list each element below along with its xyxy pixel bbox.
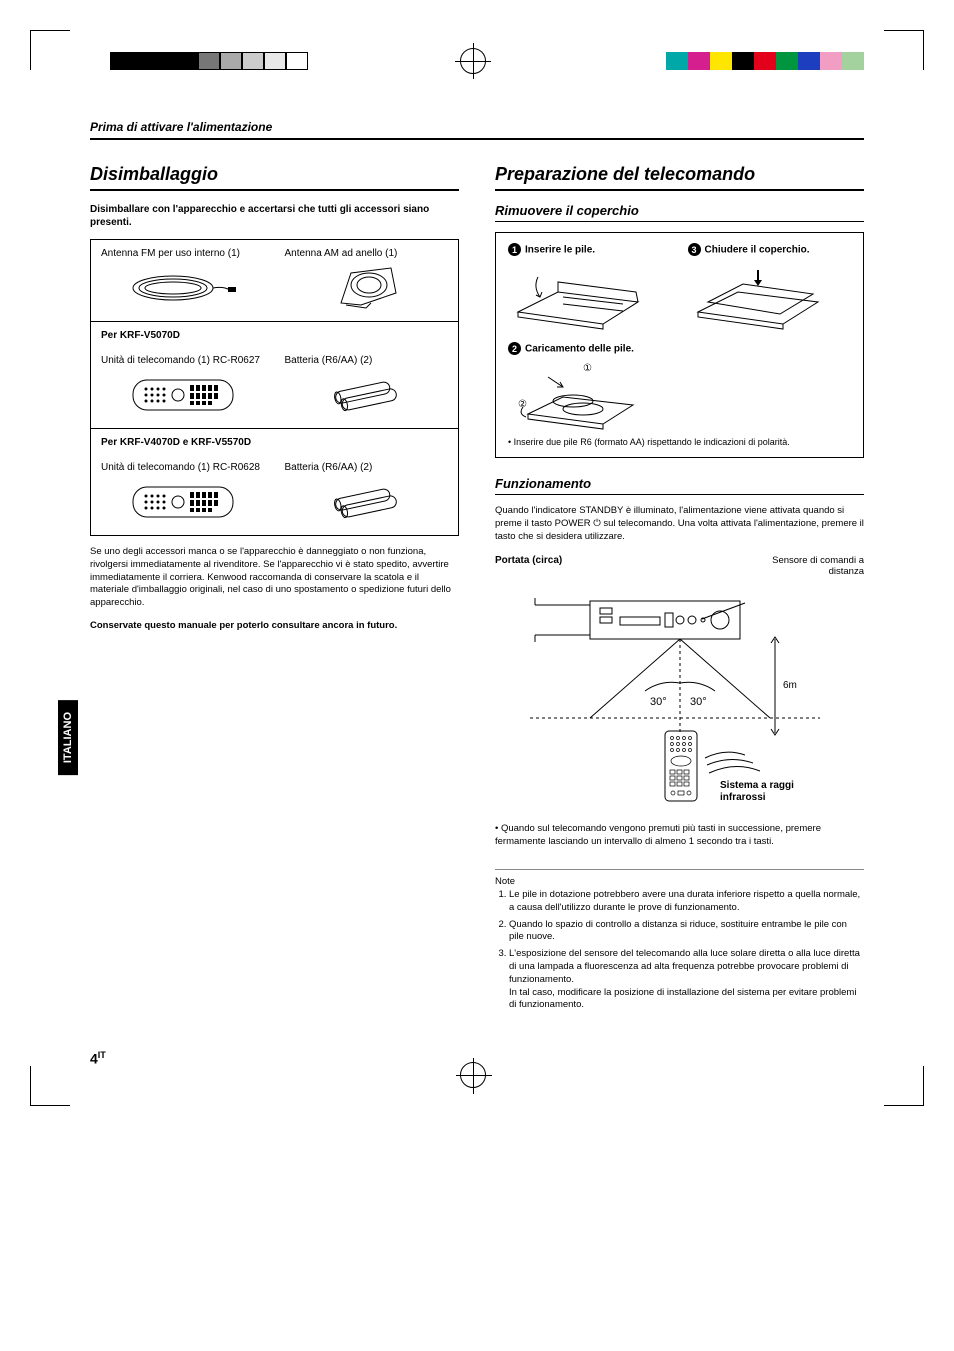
step-2-icon: ① ② [508, 361, 851, 431]
polarity-note: • Inserire due pile R6 (formato AA) risp… [508, 437, 851, 447]
svg-text:①: ① [583, 363, 592, 374]
subhead-remove-cover: Rimuovere il coperchio [495, 203, 864, 222]
model-header-1: Per KRF-V5070D [101, 330, 448, 341]
step-3-icon [688, 262, 852, 332]
svg-text:6m: 6m [783, 680, 797, 691]
remote-1-icon [101, 370, 265, 420]
page-number: 4IT [90, 1050, 106, 1067]
ir-label-line2: infrarossi [720, 792, 766, 803]
note-3: L'esposizione del sensore del telecomand… [509, 948, 864, 1012]
angle-left-text: 30° [650, 696, 667, 708]
ir-label-line1: Sistema a raggi [720, 780, 794, 791]
intro-text: Disimballare con l'apparecchio e accerta… [90, 203, 459, 229]
model-header-2: Per KRF-V4070D e KRF-V5570D [101, 437, 448, 448]
right-column: Preparazione del telecomando Rimuovere i… [495, 164, 864, 1016]
notes-section: Note Le pile in dotazione potrebbero ave… [495, 869, 864, 1012]
subhead-operation: Funzionamento [495, 476, 864, 495]
range-label: Portata (circa) [495, 555, 562, 566]
battery-2-label: Batteria (R6/AA) (2) [285, 462, 449, 473]
remote-2-icon [101, 477, 265, 527]
step-1-icon [508, 262, 672, 332]
remote-2-label: Unità di telecomando (1) RC-R0628 [101, 462, 265, 473]
running-header: Prima di attivare l'alimentazione [90, 120, 864, 140]
step-1-label: 1Inserire le pile. [508, 243, 672, 256]
section-title-unpacking: Disimballaggio [90, 164, 459, 191]
notes-heading: Note [495, 876, 864, 889]
step-3-label: 3Chiudere il coperchio. [688, 243, 852, 256]
accessories-table: Antenna FM per uso interno (1) [90, 239, 459, 536]
battery-2-icon [285, 477, 449, 527]
operation-paragraph: Quando l'indicatore STANDBY è illuminato… [495, 505, 864, 543]
battery-1-label: Batteria (R6/AA) (2) [285, 355, 449, 366]
step-2-label: 2Caricamento delle pile. [508, 342, 851, 355]
note-1: Le pile in dotazione potrebbero avere un… [509, 889, 864, 915]
note-2: Quando lo spazio di controllo a distanza… [509, 919, 864, 945]
section-title-remote: Preparazione del telecomando [495, 164, 864, 191]
keep-manual-text: Conservate questo manuale per poterlo co… [90, 620, 459, 633]
sensor-label: Sensore di comandi a distanza [744, 555, 864, 577]
remote-timing-note: • Quando sul telecomando vengono premuti… [495, 823, 864, 849]
am-antenna-label: Antenna AM ad anello (1) [285, 248, 449, 259]
range-diagram: 30° 30° 6m [495, 583, 864, 813]
remote-1-label: Unità di telecomando (1) RC-R0627 [101, 355, 265, 366]
angle-right-text: 30° [690, 696, 707, 708]
battery-steps-box: 1Inserire le pile. [495, 232, 864, 458]
fm-antenna-label: Antenna FM per uso interno (1) [101, 248, 265, 259]
am-antenna-icon [285, 263, 449, 313]
left-column: Disimballaggio Disimballare con l'appare… [90, 164, 459, 1016]
fm-antenna-icon [101, 263, 265, 313]
unpacking-paragraph: Se uno degli accessori manca o se l'appa… [90, 546, 459, 610]
battery-1-icon [285, 370, 449, 420]
